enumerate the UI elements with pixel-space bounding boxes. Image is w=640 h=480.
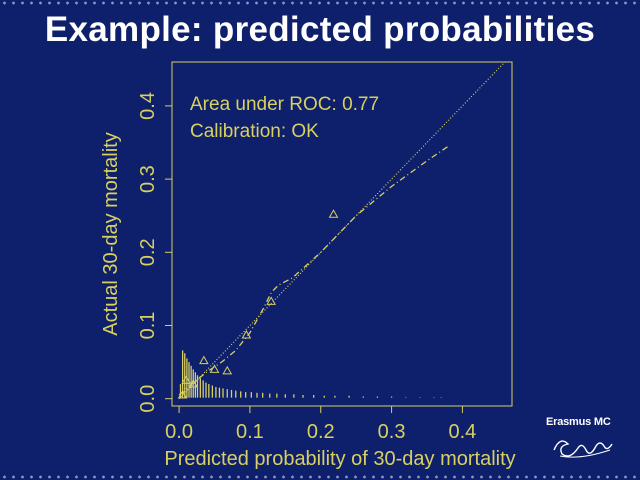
logo-signature-icon xyxy=(553,440,613,458)
group-point xyxy=(266,296,277,305)
x-tick-label: 0.3 xyxy=(378,421,406,443)
group-point xyxy=(177,390,188,399)
annotation-auc: Area under ROC: 0.77 xyxy=(190,94,379,115)
x-tick-label: 0.4 xyxy=(449,421,477,443)
y-tick-label: 0.4 xyxy=(137,92,159,120)
y-axis-label: Actual 30-day mortality xyxy=(100,132,122,335)
group-point xyxy=(209,364,220,373)
top-dotted-border xyxy=(0,0,640,6)
x-tick-label: 0.0 xyxy=(165,421,193,443)
y-tick-label: 0.1 xyxy=(137,312,159,340)
bottom-dotted-border xyxy=(0,474,640,480)
annotation-calibration: Calibration: OK xyxy=(190,121,319,142)
slide-title: Example: predicted probabilities xyxy=(44,10,596,49)
logo-text: Erasmus MC xyxy=(546,416,611,428)
plot-frame xyxy=(171,61,513,407)
group-points xyxy=(177,209,339,399)
group-point xyxy=(199,355,209,365)
group-point xyxy=(328,209,339,218)
y-tick-label: 0.3 xyxy=(137,165,159,193)
y-tick-label: 0.2 xyxy=(137,238,159,266)
y-axis: 0.0 0.1 0.2 0.3 0.4 xyxy=(137,92,172,413)
x-axis: 0.0 0.1 0.2 0.3 0.4 xyxy=(165,406,476,443)
x-tick-label: 0.2 xyxy=(307,421,335,443)
group-point xyxy=(188,379,199,388)
y-tick-label: 0.0 xyxy=(137,385,159,413)
x-tick-label: 0.1 xyxy=(236,421,264,443)
group-point xyxy=(222,365,233,375)
erasmus-mc-logo: Erasmus MC xyxy=(546,416,626,466)
x-axis-label: Predicted probability of 30-day mortalit… xyxy=(164,448,515,470)
group-point xyxy=(181,375,192,384)
calibration-curve xyxy=(178,145,449,396)
spike-histogram xyxy=(179,350,442,398)
group-point xyxy=(241,329,252,339)
